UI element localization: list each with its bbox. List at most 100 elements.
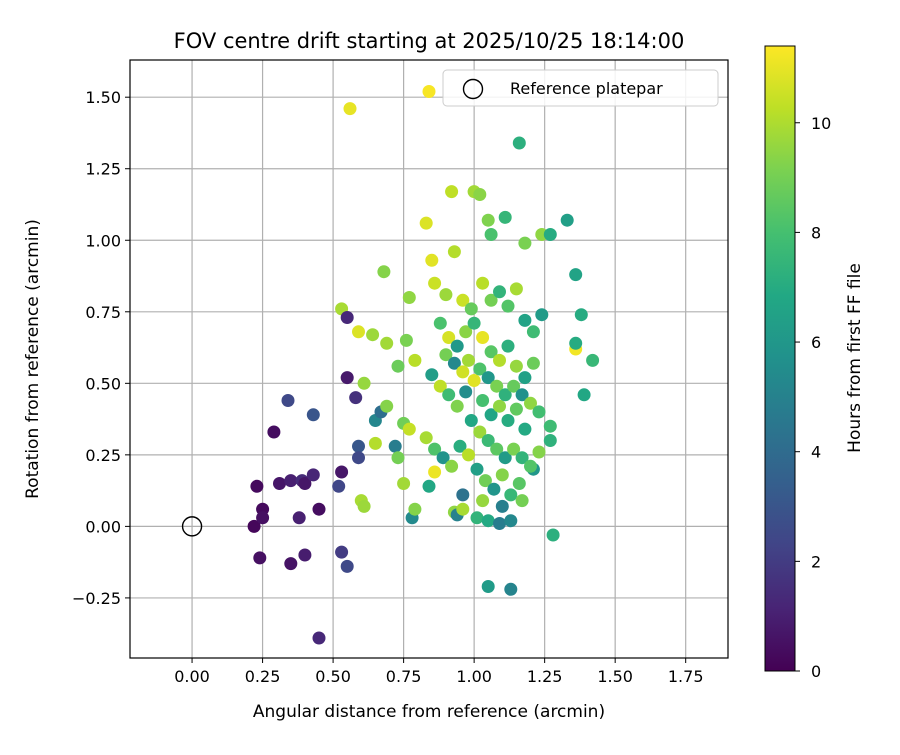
y-ticks: −0.25 0.00 0.25 0.50 0.75 1.00 1.25 1.50 [72, 88, 130, 608]
y-tick-label: 1.50 [85, 88, 121, 107]
x-tick-label: 1.25 [527, 667, 563, 686]
data-point [433, 316, 447, 330]
data-point [306, 408, 320, 422]
data-point [569, 336, 583, 350]
data-point [380, 399, 394, 413]
data-point [560, 213, 574, 227]
data-point [273, 477, 286, 490]
data-point [524, 396, 537, 410]
data-point [340, 311, 354, 324]
x-tick-label: 0.50 [315, 667, 351, 686]
data-point [487, 482, 501, 496]
x-ticks: 0.00 0.25 0.50 0.75 1.00 1.25 1.50 1.75 [174, 658, 704, 686]
y-tick-label: 0.00 [85, 517, 121, 536]
data-point [428, 442, 442, 456]
data-point [493, 353, 506, 367]
data-point [509, 282, 523, 296]
data-point [349, 391, 363, 405]
data-point [543, 419, 557, 433]
data-point [292, 511, 306, 525]
data-point [504, 514, 518, 528]
data-point [247, 519, 261, 533]
data-point [481, 580, 495, 593]
data-point [456, 293, 470, 307]
data-point [464, 302, 478, 316]
data-point [267, 425, 281, 439]
data-point [473, 188, 487, 201]
chart-title: FOV centre drift starting at 2025/10/25 … [174, 29, 685, 53]
data-point [456, 365, 470, 379]
data-point [518, 236, 532, 250]
data-point [509, 359, 523, 373]
data-point [476, 494, 490, 508]
data-point [456, 502, 470, 516]
colorbar: 0 2 4 6 8 10 Hours from first FF file [764, 45, 865, 681]
data-point [515, 388, 529, 402]
data-point [408, 502, 422, 516]
data-point [436, 451, 450, 465]
data-point [312, 502, 326, 516]
data-point [256, 511, 270, 525]
data-point [352, 439, 365, 453]
data-point [484, 408, 498, 422]
colorbar-gradient [764, 45, 796, 672]
data-point [447, 245, 461, 259]
colorbar-tick-label: 8 [811, 223, 821, 242]
data-point [253, 551, 267, 565]
data-point [481, 434, 495, 447]
data-point [453, 439, 467, 453]
data-point [495, 499, 509, 513]
data-point [484, 293, 498, 307]
data-point [504, 582, 518, 596]
data-point [518, 422, 532, 436]
legend-label: Reference platepar [510, 79, 663, 98]
data-point [478, 474, 492, 488]
data-point [442, 388, 456, 402]
data-point [425, 368, 439, 382]
data-point [462, 448, 475, 462]
data-point [512, 477, 526, 490]
x-tick-label: 0.25 [245, 667, 281, 686]
data-point [501, 299, 515, 313]
y-tick-label: 0.75 [85, 303, 121, 322]
data-point [428, 276, 442, 290]
legend-box [442, 69, 719, 107]
data-point [428, 465, 442, 479]
data-point [402, 291, 416, 304]
data-point [459, 385, 473, 399]
data-point [470, 511, 484, 525]
data-point [493, 285, 506, 299]
data-points [247, 85, 600, 645]
data-point [445, 185, 459, 199]
data-point [250, 479, 264, 493]
data-point [481, 514, 495, 528]
data-point [335, 545, 349, 559]
x-tick-label: 0.75 [386, 667, 422, 686]
x-tick-label: 1.75 [668, 667, 704, 686]
colorbar-tick-label: 6 [811, 333, 821, 352]
data-point [408, 353, 422, 367]
data-point [399, 333, 413, 347]
data-point [447, 356, 461, 370]
data-point [495, 468, 509, 482]
data-point [535, 308, 549, 322]
data-point [450, 399, 464, 413]
data-point [512, 136, 526, 150]
data-point [312, 631, 326, 645]
y-tick-label: 1.00 [85, 231, 121, 250]
data-point [498, 388, 512, 402]
data-point [459, 325, 473, 339]
data-point [335, 465, 349, 479]
x-tick-label: 0.00 [174, 667, 210, 686]
x-tick-label: 1.50 [597, 667, 633, 686]
grid [130, 60, 728, 658]
data-point [476, 276, 490, 290]
data-point [422, 85, 436, 98]
data-point [526, 325, 540, 339]
data-point [298, 477, 312, 490]
colorbar-label: Hours from first FF file [845, 263, 865, 453]
data-point [433, 379, 447, 393]
data-point [442, 331, 456, 344]
